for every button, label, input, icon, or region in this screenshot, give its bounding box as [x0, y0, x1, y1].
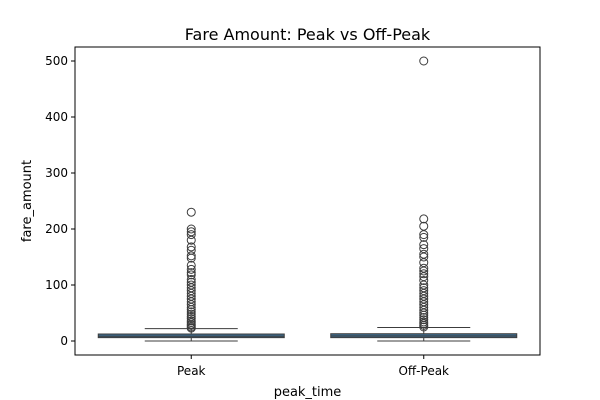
outlier-point [419, 283, 429, 293]
x-tick-label: Off-Peak [398, 364, 449, 378]
y-tick-label: 200 [45, 222, 68, 236]
outlier-point [186, 311, 196, 321]
outlier-point [186, 264, 196, 274]
outlier-point [186, 245, 196, 255]
outlier-point [419, 232, 429, 242]
outlier-point [186, 316, 196, 326]
outlier-point [186, 242, 196, 252]
outlier-point [186, 230, 196, 240]
chart-title: Fare Amount: Peak vs Off-Peak [185, 25, 431, 44]
outlier-point [186, 224, 196, 234]
axes-frame [74, 46, 541, 356]
x-axis: Peak Off-Peak [177, 355, 449, 378]
outlier-point [419, 276, 429, 286]
outlier-point [186, 268, 196, 278]
outlier-point [419, 269, 429, 279]
outlier-point [419, 221, 429, 231]
outlier-point [419, 263, 429, 273]
outlier-point [186, 227, 196, 237]
y-axis: 0 100 200 300 400 500 [45, 54, 75, 348]
outlier-point [186, 270, 196, 280]
outlier-point [186, 307, 196, 317]
x-tick-label: Peak [177, 364, 206, 378]
outlier-point [186, 251, 196, 261]
box-group-off-peak [330, 56, 518, 342]
y-tick-label: 0 [60, 334, 68, 348]
box-group-peak [97, 207, 285, 342]
outlier-point [186, 274, 196, 284]
plot-area [97, 56, 518, 342]
outlier-point [419, 240, 429, 250]
outlier-point [186, 207, 196, 217]
outlier-point [186, 280, 196, 290]
x-axis-label: peak_time [274, 385, 342, 400]
outlier-point [419, 214, 429, 224]
y-axis-label: fare_amount [20, 160, 35, 242]
outlier-point [186, 314, 196, 324]
y-tick-label: 300 [45, 166, 68, 180]
y-tick-label: 500 [45, 54, 68, 68]
y-tick-label: 100 [45, 278, 68, 292]
outlier-point [419, 244, 429, 254]
outlier-point [419, 56, 429, 66]
outlier-point [186, 309, 196, 319]
outlier-point [186, 277, 196, 287]
outlier-point [419, 286, 429, 296]
outlier-point [419, 312, 429, 322]
outlier-point [419, 315, 429, 325]
outlier-point [419, 317, 429, 327]
outlier-point [419, 249, 429, 259]
y-tick-label: 400 [45, 110, 68, 124]
outlier-point [186, 260, 196, 270]
